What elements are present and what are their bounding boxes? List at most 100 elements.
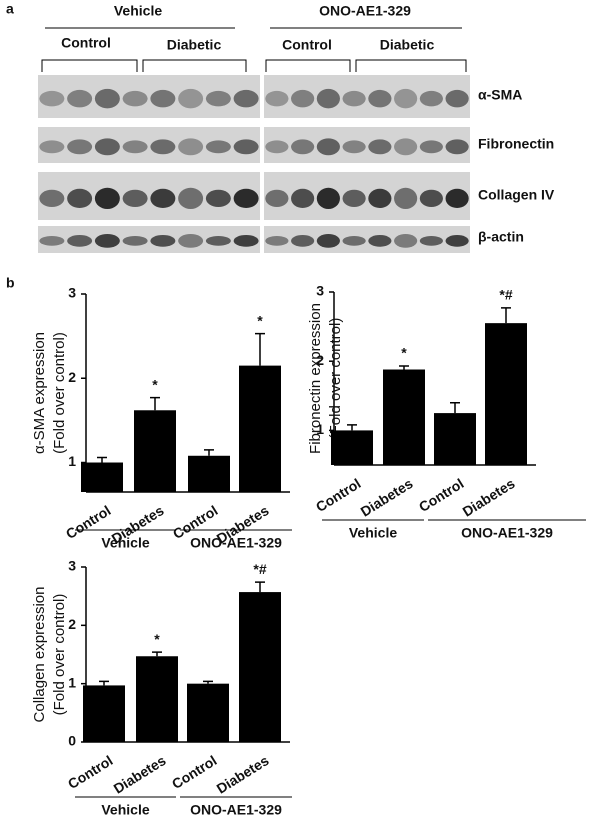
y-axis-label: Fibronectin expression	[307, 303, 324, 454]
panel-label: a	[6, 1, 14, 17]
blot-strip	[264, 127, 470, 163]
y-tick-label: 1	[68, 453, 76, 469]
y-tick-label: 3	[316, 283, 324, 299]
blot-band	[39, 189, 65, 208]
blot-band	[342, 189, 366, 208]
blot-band	[291, 89, 315, 108]
blot-band	[394, 138, 418, 156]
blot-band	[39, 140, 65, 154]
blot-band	[205, 189, 231, 208]
blot-band	[445, 139, 469, 155]
subgroup-label: Diabetic	[380, 37, 435, 53]
blot-band	[122, 235, 148, 246]
blot-band	[178, 233, 204, 248]
y-axis-label: Collagen expression	[31, 587, 48, 723]
y-axis-label: (Fold over control)	[51, 594, 68, 716]
x-tick-label: Diabetes	[111, 752, 169, 797]
significance: *	[154, 631, 160, 647]
blot-band	[94, 233, 120, 248]
blot-band	[316, 138, 340, 156]
bar	[81, 462, 123, 492]
blot-band	[368, 234, 392, 247]
blot-band	[368, 139, 392, 155]
blot-band	[233, 234, 259, 247]
error-bar	[152, 651, 162, 657]
bar	[136, 656, 178, 742]
row-label: α-SMA	[478, 87, 522, 103]
blot-band	[342, 235, 366, 246]
blot-band	[178, 88, 204, 109]
error-bar	[99, 680, 109, 686]
blot-band	[178, 187, 204, 210]
blot-band	[67, 139, 93, 155]
blot-band	[445, 89, 469, 108]
group-label: Vehicle	[101, 535, 149, 551]
blot-band	[150, 188, 176, 209]
error-bar	[204, 449, 214, 456]
group-label: ONO-AE1-329	[190, 535, 282, 551]
row-label: Collagen IV	[478, 187, 555, 203]
y-tick-label: 2	[68, 369, 76, 385]
y-tick-label: 2	[316, 352, 324, 368]
blot-band	[94, 138, 120, 156]
blot-band	[265, 140, 289, 154]
blot-band	[265, 90, 289, 107]
bar	[83, 685, 125, 742]
bar	[134, 410, 176, 492]
y-axis-label: (Fold over control)	[327, 318, 344, 440]
blots	[38, 75, 470, 253]
row-label: Fibronectin	[478, 136, 554, 152]
blot-band	[94, 88, 120, 109]
blot-band	[265, 189, 289, 208]
error-bar	[450, 401, 460, 414]
bar	[434, 413, 476, 465]
error-bar	[255, 581, 265, 593]
y-tick-label: 3	[68, 558, 76, 574]
group-label: ONO-AE1-329	[319, 3, 411, 19]
blot-band	[419, 140, 443, 154]
blot-band	[233, 188, 259, 209]
blot-band	[94, 187, 120, 210]
group-label: Vehicle	[114, 3, 162, 19]
blot-strip	[38, 127, 260, 163]
brackets	[41, 59, 467, 72]
significance: *#	[253, 561, 266, 577]
bar	[331, 430, 373, 465]
y-tick-label: 3	[68, 285, 76, 301]
error-bar	[255, 332, 265, 366]
group-label: Vehicle	[101, 802, 149, 818]
x-tick-label: Control	[169, 752, 220, 792]
blot-band	[419, 189, 443, 208]
blot-band	[233, 89, 259, 108]
significance: *#	[499, 287, 512, 303]
blot-band	[394, 187, 418, 210]
blot-band	[368, 188, 392, 209]
blot-band	[445, 234, 469, 247]
blot-band	[205, 235, 231, 246]
y-tick-label: 0	[68, 733, 76, 749]
blot-band	[291, 188, 315, 209]
error-bar	[97, 456, 107, 463]
blot-band	[150, 89, 176, 108]
y-axis-label: α-SMA expression	[31, 332, 48, 454]
blot-strip	[264, 75, 470, 118]
blot-band	[233, 139, 259, 155]
blot-band	[39, 235, 65, 246]
blot-band	[205, 140, 231, 154]
x-tick-label: Diabetes	[460, 475, 518, 520]
blot-band	[316, 187, 340, 210]
blot-strip	[38, 75, 260, 118]
blot-band	[316, 88, 340, 109]
bar	[485, 323, 527, 465]
group-label: ONO-AE1-329	[190, 802, 282, 818]
significance: *	[401, 345, 407, 361]
blot-band	[394, 233, 418, 248]
blot-band	[67, 234, 93, 247]
significance: *	[152, 376, 158, 392]
group-label: Vehicle	[349, 525, 397, 541]
significance: *	[257, 312, 263, 328]
blot-band	[122, 90, 148, 107]
blot-band	[178, 138, 204, 156]
group-label: ONO-AE1-329	[461, 525, 553, 541]
